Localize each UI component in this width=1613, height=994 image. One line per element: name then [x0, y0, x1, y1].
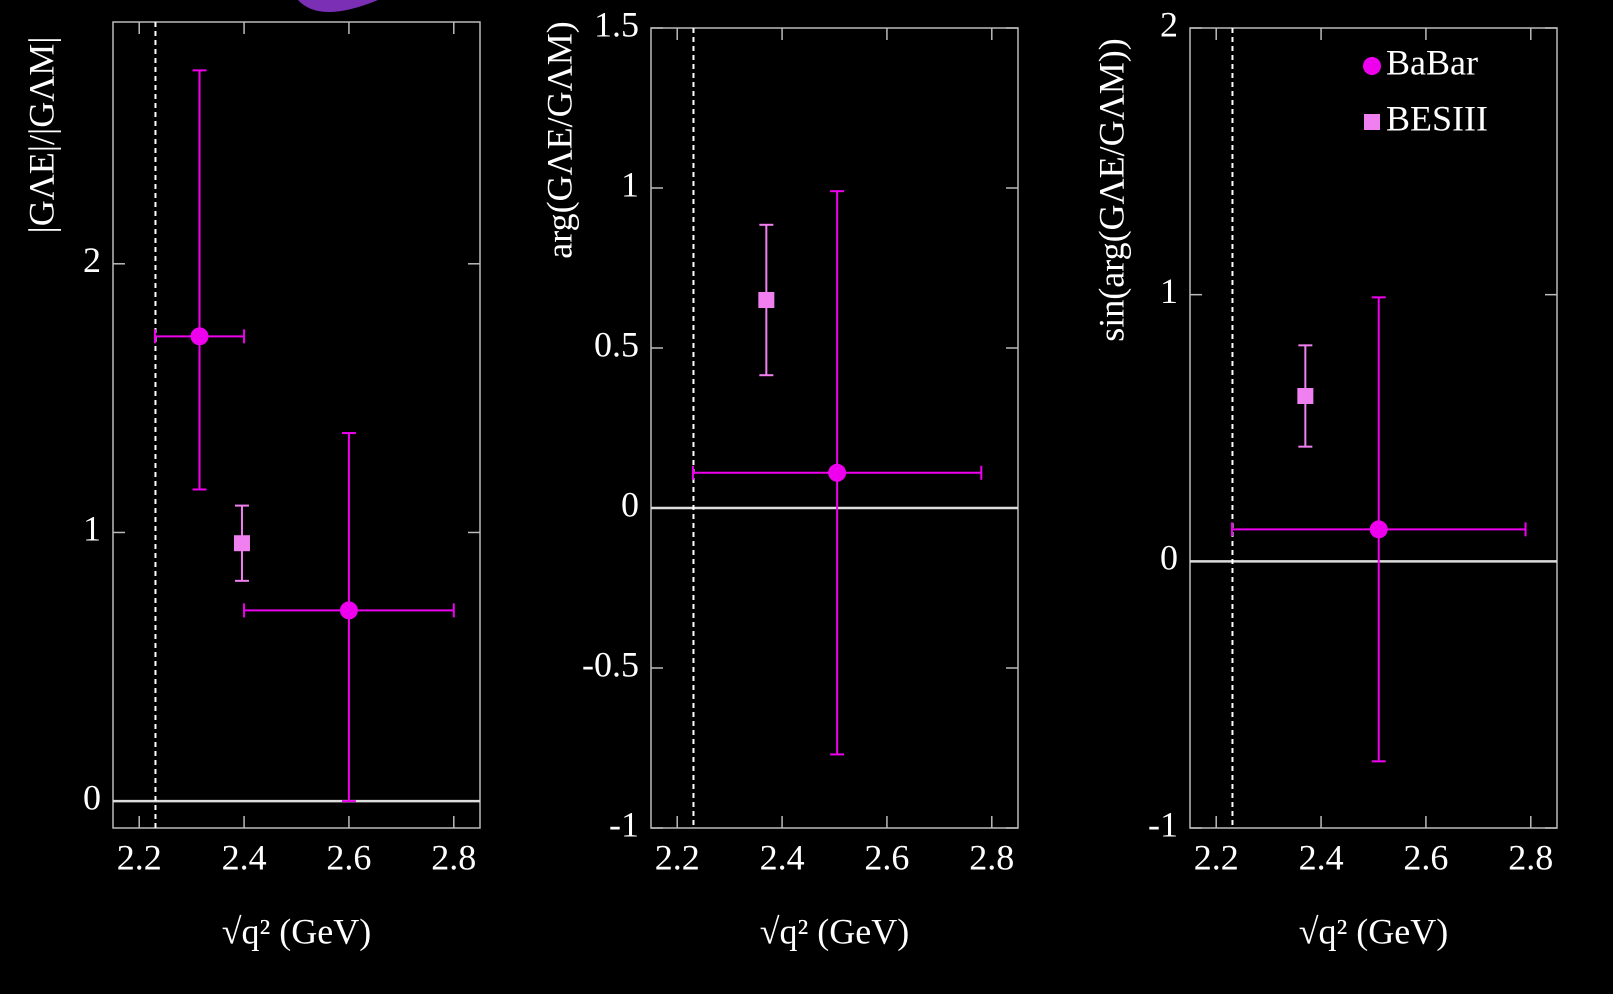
x-tick-label: 2.2: [1194, 837, 1239, 877]
y-tick-label: 0: [1160, 538, 1178, 578]
y-axis-label: |GΛE|/|GΛM|: [21, 36, 61, 233]
y-tick-label: 1: [83, 509, 101, 549]
legend-label: BESIII: [1386, 98, 1488, 138]
x-axis-label: √q² (GeV): [222, 911, 372, 951]
marker: [758, 292, 775, 308]
y-tick-label: 0: [621, 484, 639, 524]
marker: [828, 463, 847, 482]
y-tick-label: 2: [1160, 4, 1178, 44]
legend-marker: [1364, 114, 1380, 130]
x-tick-label: 2.6: [326, 837, 371, 877]
marker: [1369, 520, 1388, 539]
marker: [339, 601, 358, 620]
x-tick-label: 2.6: [864, 837, 909, 877]
marker: [190, 327, 209, 346]
x-tick-label: 2.4: [760, 837, 805, 877]
x-tick-label: 2.8: [1508, 837, 1553, 877]
y-tick-label: 0.5: [594, 324, 639, 364]
x-tick-label: 2.4: [1299, 837, 1344, 877]
y-tick-label: -0.5: [582, 644, 639, 684]
x-tick-label: 2.6: [1403, 837, 1448, 877]
plot-frame: [650, 27, 1019, 829]
y-tick-label: 0: [83, 777, 101, 817]
y-tick-label: 1: [621, 164, 639, 204]
x-axis-label: √q² (GeV): [1299, 911, 1449, 951]
y-tick-label: -1: [1148, 804, 1178, 844]
x-axis-label: √q² (GeV): [760, 911, 910, 951]
y-tick-label: 2: [83, 240, 101, 280]
y-tick-label: 1: [1160, 271, 1178, 311]
legend-marker: [1363, 57, 1381, 75]
plot-frame: [1189, 27, 1558, 829]
decoration: [298, 0, 378, 12]
marker: [1297, 388, 1314, 404]
x-tick-label: 2.2: [655, 837, 700, 877]
y-tick-label: -1: [609, 804, 639, 844]
x-tick-label: 2.2: [117, 837, 162, 877]
y-axis-label: arg(GΛE/GΛM): [539, 21, 579, 259]
legend-label: BaBar: [1386, 42, 1478, 82]
y-axis-label: sin(arg(GΛE/GΛM)): [1091, 38, 1131, 342]
plot-frame: [112, 21, 481, 829]
y-tick-label: 1.5: [594, 4, 639, 44]
x-tick-label: 2.4: [222, 837, 267, 877]
marker: [233, 535, 250, 552]
x-tick-label: 2.8: [431, 837, 476, 877]
x-tick-label: 2.8: [969, 837, 1014, 877]
